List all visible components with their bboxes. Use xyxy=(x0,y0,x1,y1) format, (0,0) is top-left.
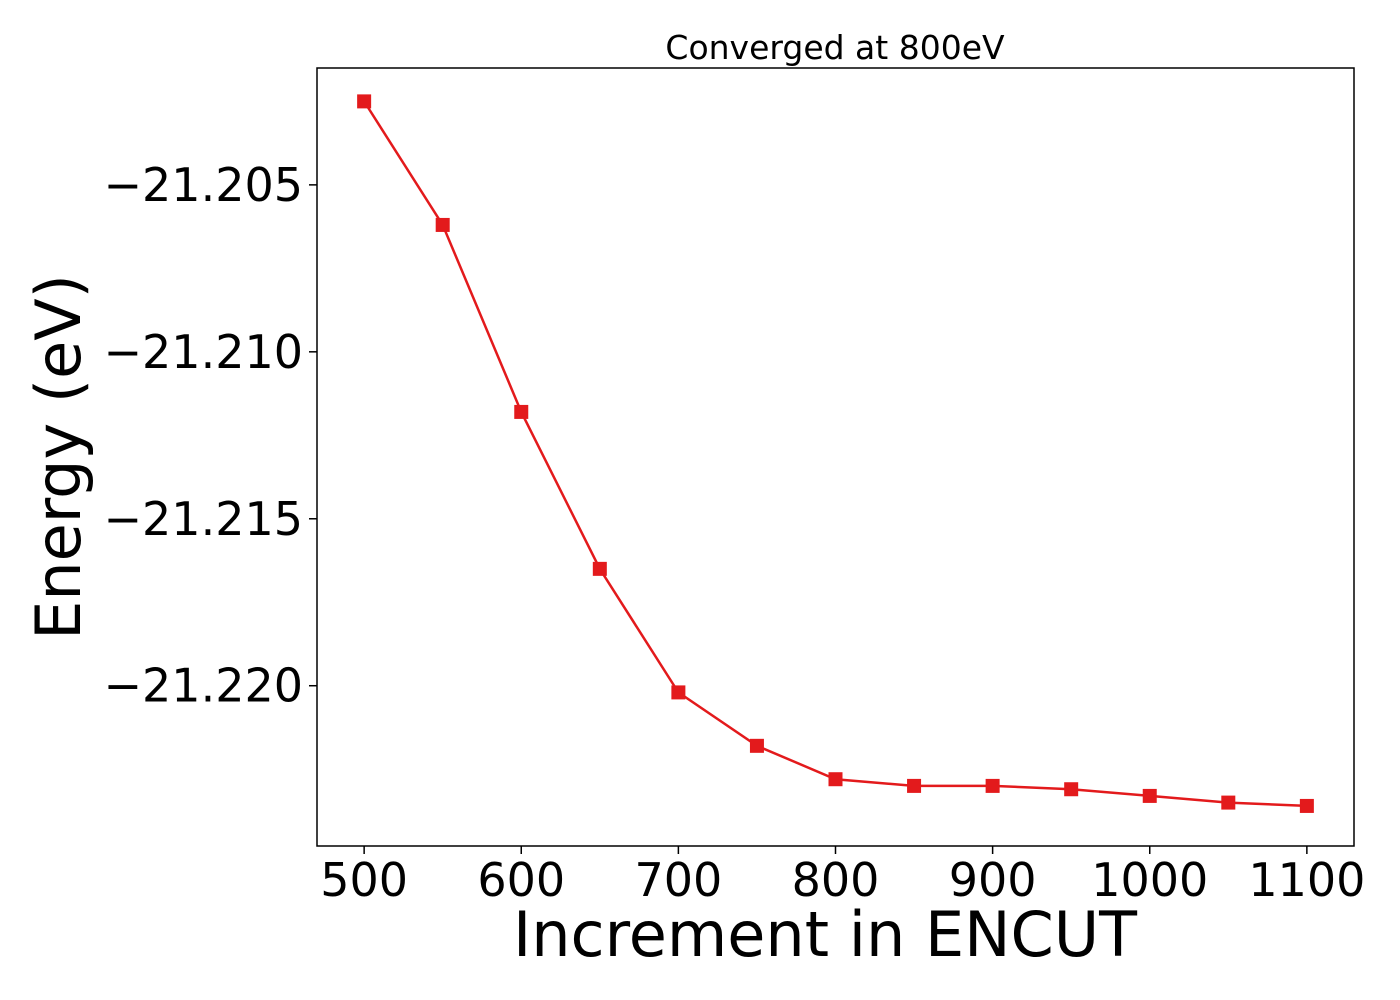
y-tick-label: −21.210 xyxy=(104,325,304,379)
x-tick-label: 500 xyxy=(320,853,408,907)
y-axis-label: Energy (eV) xyxy=(22,274,95,640)
data-point xyxy=(592,561,607,576)
series-line xyxy=(363,100,1307,808)
data-point xyxy=(1299,798,1314,813)
data-point xyxy=(357,94,372,109)
x-tick-label: 900 xyxy=(949,853,1037,907)
x-tick-label: 700 xyxy=(634,853,722,907)
x-tick-label: 600 xyxy=(477,853,565,907)
data-point xyxy=(985,778,1000,793)
series-layer xyxy=(357,94,1314,813)
chart-title: Converged at 800eV xyxy=(665,28,1005,67)
y-tick-label: −21.215 xyxy=(104,492,304,546)
data-point xyxy=(435,217,450,232)
data-point xyxy=(749,738,764,753)
x-tick-label: 1000 xyxy=(1091,853,1208,907)
data-point xyxy=(1064,782,1079,797)
data-point xyxy=(828,772,843,787)
data-point xyxy=(671,685,686,700)
y-axis-ticks: −21.205 −21.210 −21.215 −21.220 xyxy=(104,158,317,713)
x-tick-label: 1100 xyxy=(1248,853,1365,907)
data-point xyxy=(1221,795,1236,810)
x-axis-label: Increment in ENCUT xyxy=(513,898,1138,971)
data-point xyxy=(514,404,529,419)
y-tick-label: −21.220 xyxy=(104,659,304,713)
data-point xyxy=(1142,788,1157,803)
plot-frame xyxy=(316,67,1355,847)
x-axis-ticks: 500 600 700 800 900 1000 1100 xyxy=(320,846,1365,907)
x-tick-label: 800 xyxy=(792,853,880,907)
data-point xyxy=(907,778,922,793)
y-tick-label: −21.205 xyxy=(104,158,304,212)
